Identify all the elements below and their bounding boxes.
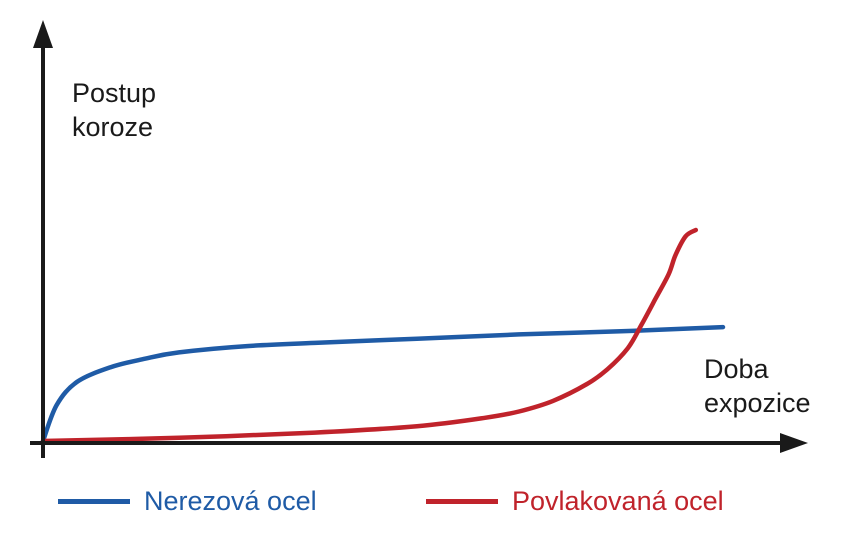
legend-item-nerezova-ocel: Nerezová ocel: [58, 484, 317, 518]
x-axis-label-line-2: expozice: [704, 388, 811, 418]
legend-swatch-nerezova-ocel: [58, 498, 130, 504]
y-axis-label: Postup koroze: [72, 76, 156, 144]
legend-label-povlakovana-ocel: Povlakovaná ocel: [512, 486, 724, 516]
y-axis-label-line-2: koroze: [72, 112, 154, 142]
x-axis-arrowhead: [780, 433, 808, 453]
legend-label-nerezova-ocel: Nerezová ocel: [144, 486, 317, 516]
series-line-nerezova-ocel: [40, 324, 726, 444]
series-line-povlakovana-ocel: [40, 227, 699, 444]
legend-item-povlakovana-ocel: Povlakovaná ocel: [426, 484, 724, 518]
y-axis-arrowhead: [33, 20, 53, 48]
series-layer: [40, 227, 726, 444]
x-axis-label: Doba expozice: [704, 352, 811, 420]
legend-swatch-povlakovana-ocel: [426, 498, 498, 504]
x-axis-label-line-1: Doba: [704, 354, 769, 384]
y-axis-label-line-1: Postup: [72, 78, 157, 108]
